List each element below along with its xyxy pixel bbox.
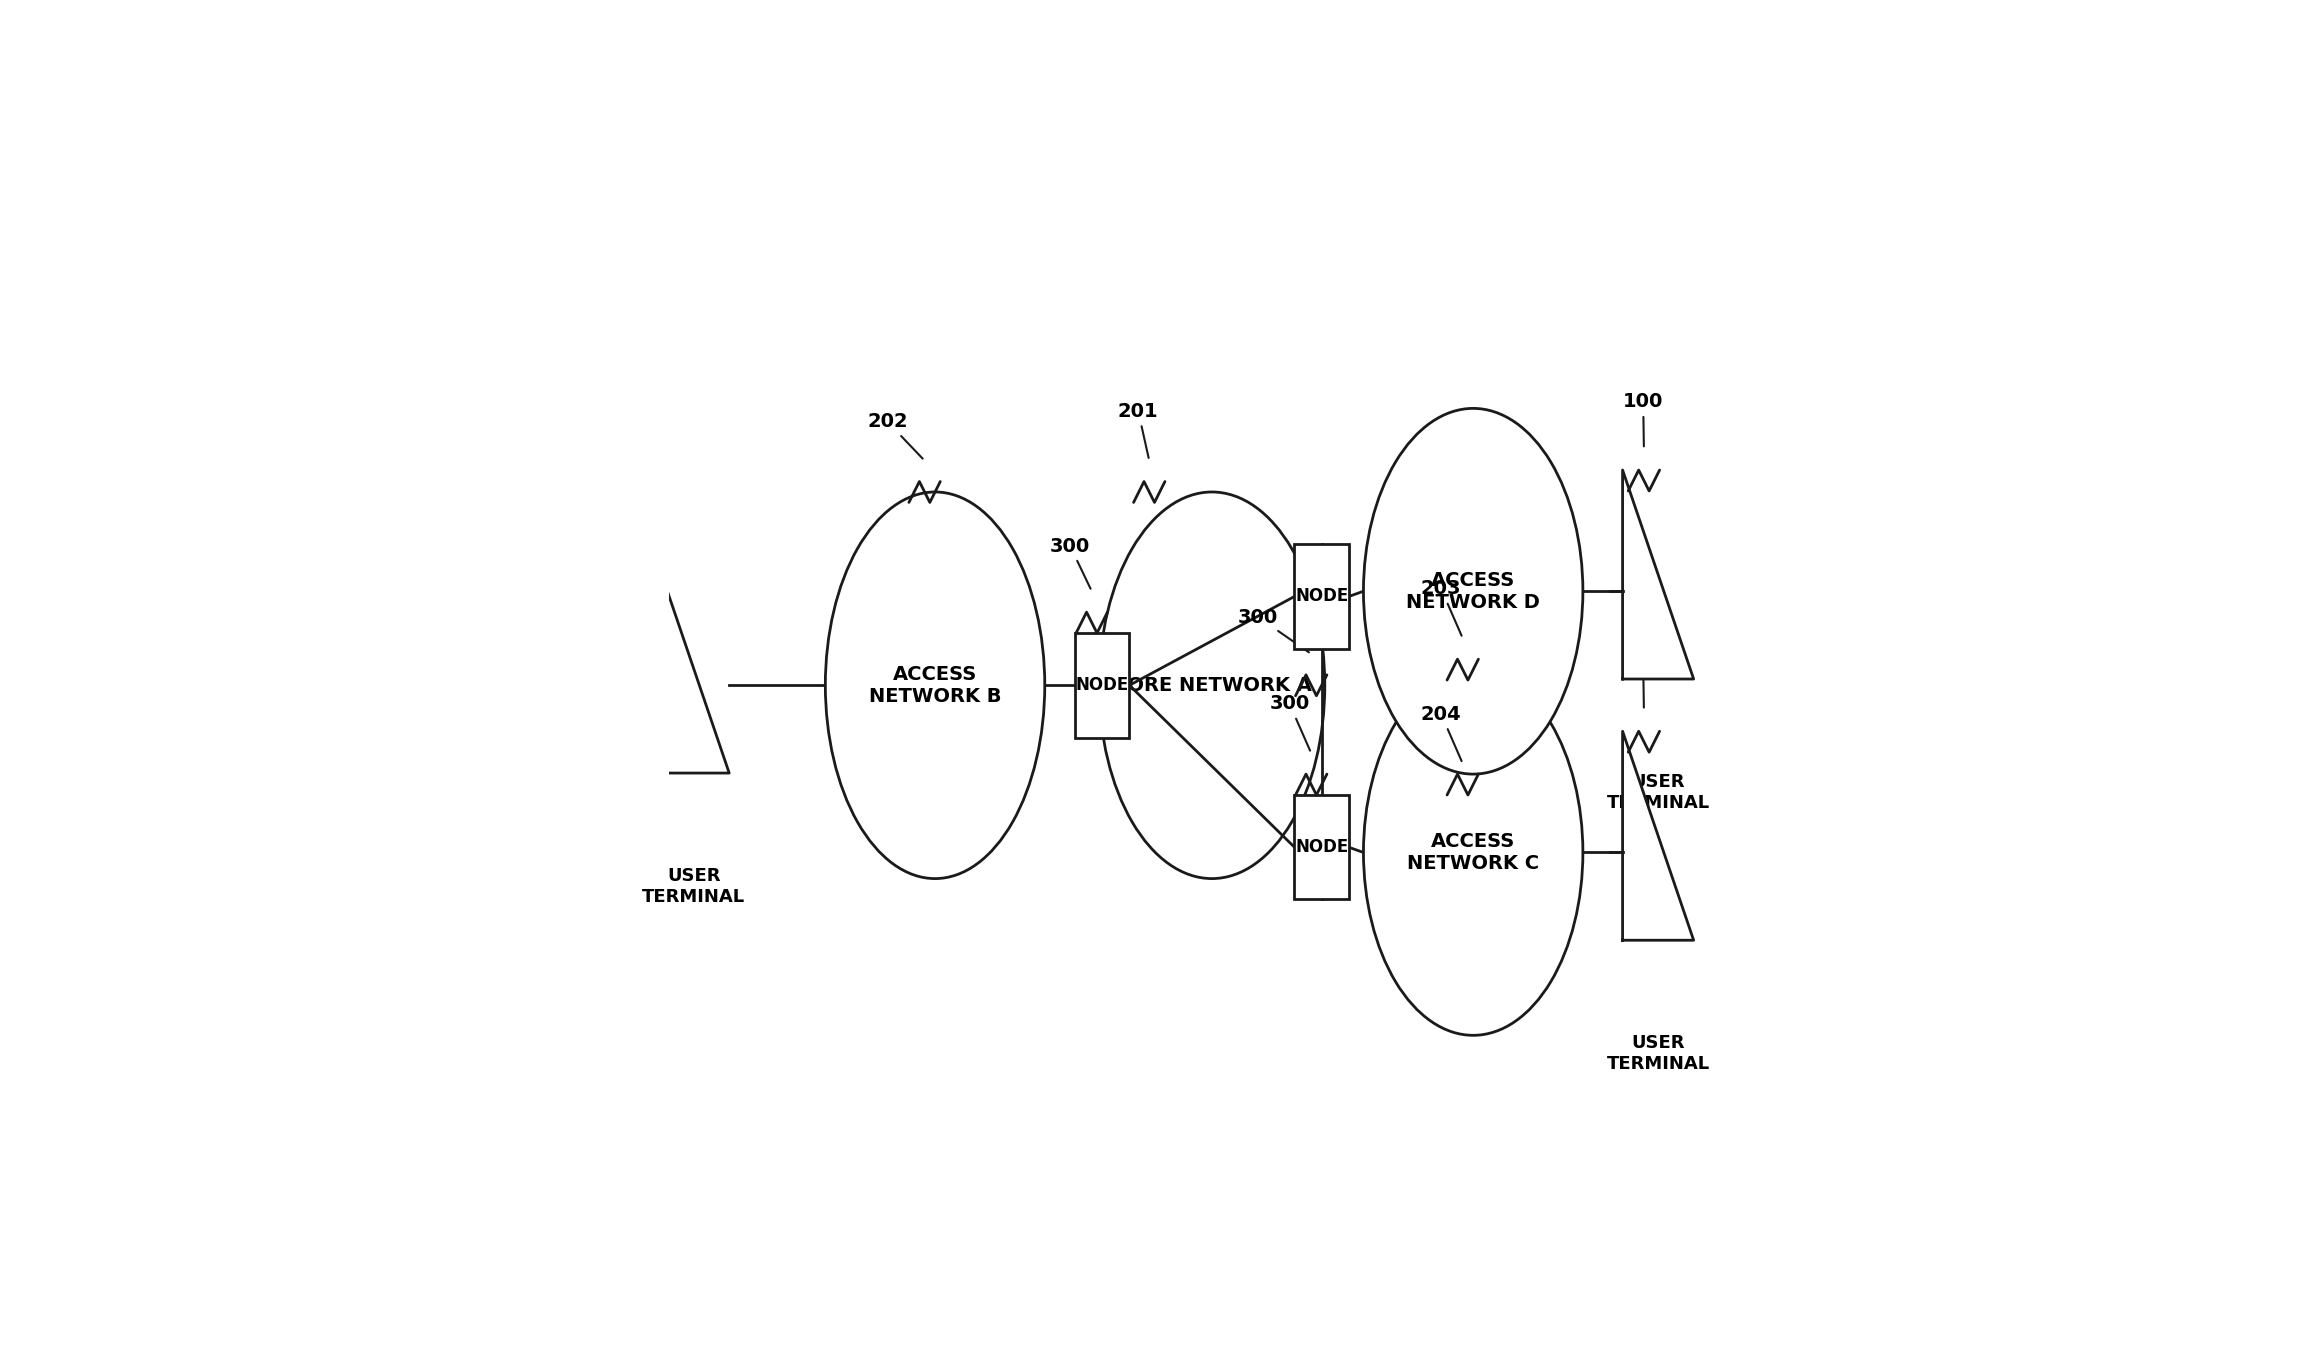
Ellipse shape — [1364, 669, 1583, 1035]
Polygon shape — [1622, 731, 1694, 940]
Ellipse shape — [1364, 408, 1583, 773]
Text: ACCESS
NETWORK D: ACCESS NETWORK D — [1406, 571, 1541, 612]
Polygon shape — [658, 565, 730, 773]
Text: 202: 202 — [867, 413, 923, 459]
Text: CORE NETWORK A: CORE NETWORK A — [1113, 676, 1311, 695]
Text: 203: 203 — [1420, 579, 1462, 635]
Text: USER
TERMINAL: USER TERMINAL — [1606, 773, 1710, 811]
Text: 300: 300 — [1239, 608, 1308, 653]
Bar — [1076, 632, 1129, 738]
Bar — [1294, 544, 1348, 649]
Bar — [1294, 795, 1348, 900]
Text: 300: 300 — [1269, 695, 1311, 750]
Text: ACCESS
NETWORK B: ACCESS NETWORK B — [869, 665, 1002, 706]
Text: 100: 100 — [1622, 392, 1664, 446]
Ellipse shape — [825, 493, 1046, 878]
Ellipse shape — [1099, 493, 1325, 878]
Text: 100: 100 — [1622, 654, 1664, 707]
Text: ACCESS
NETWORK C: ACCESS NETWORK C — [1406, 832, 1538, 873]
Text: NODE: NODE — [1294, 588, 1348, 605]
Text: NODE: NODE — [1294, 839, 1348, 856]
Polygon shape — [1622, 470, 1694, 678]
Text: 201: 201 — [1118, 402, 1160, 457]
Text: 300: 300 — [1050, 536, 1090, 589]
Text: USER
TERMINAL: USER TERMINAL — [1606, 1034, 1710, 1073]
Text: 204: 204 — [1420, 704, 1462, 761]
Text: NODE: NODE — [1076, 676, 1129, 695]
Text: USER
TERMINAL: USER TERMINAL — [641, 867, 746, 906]
